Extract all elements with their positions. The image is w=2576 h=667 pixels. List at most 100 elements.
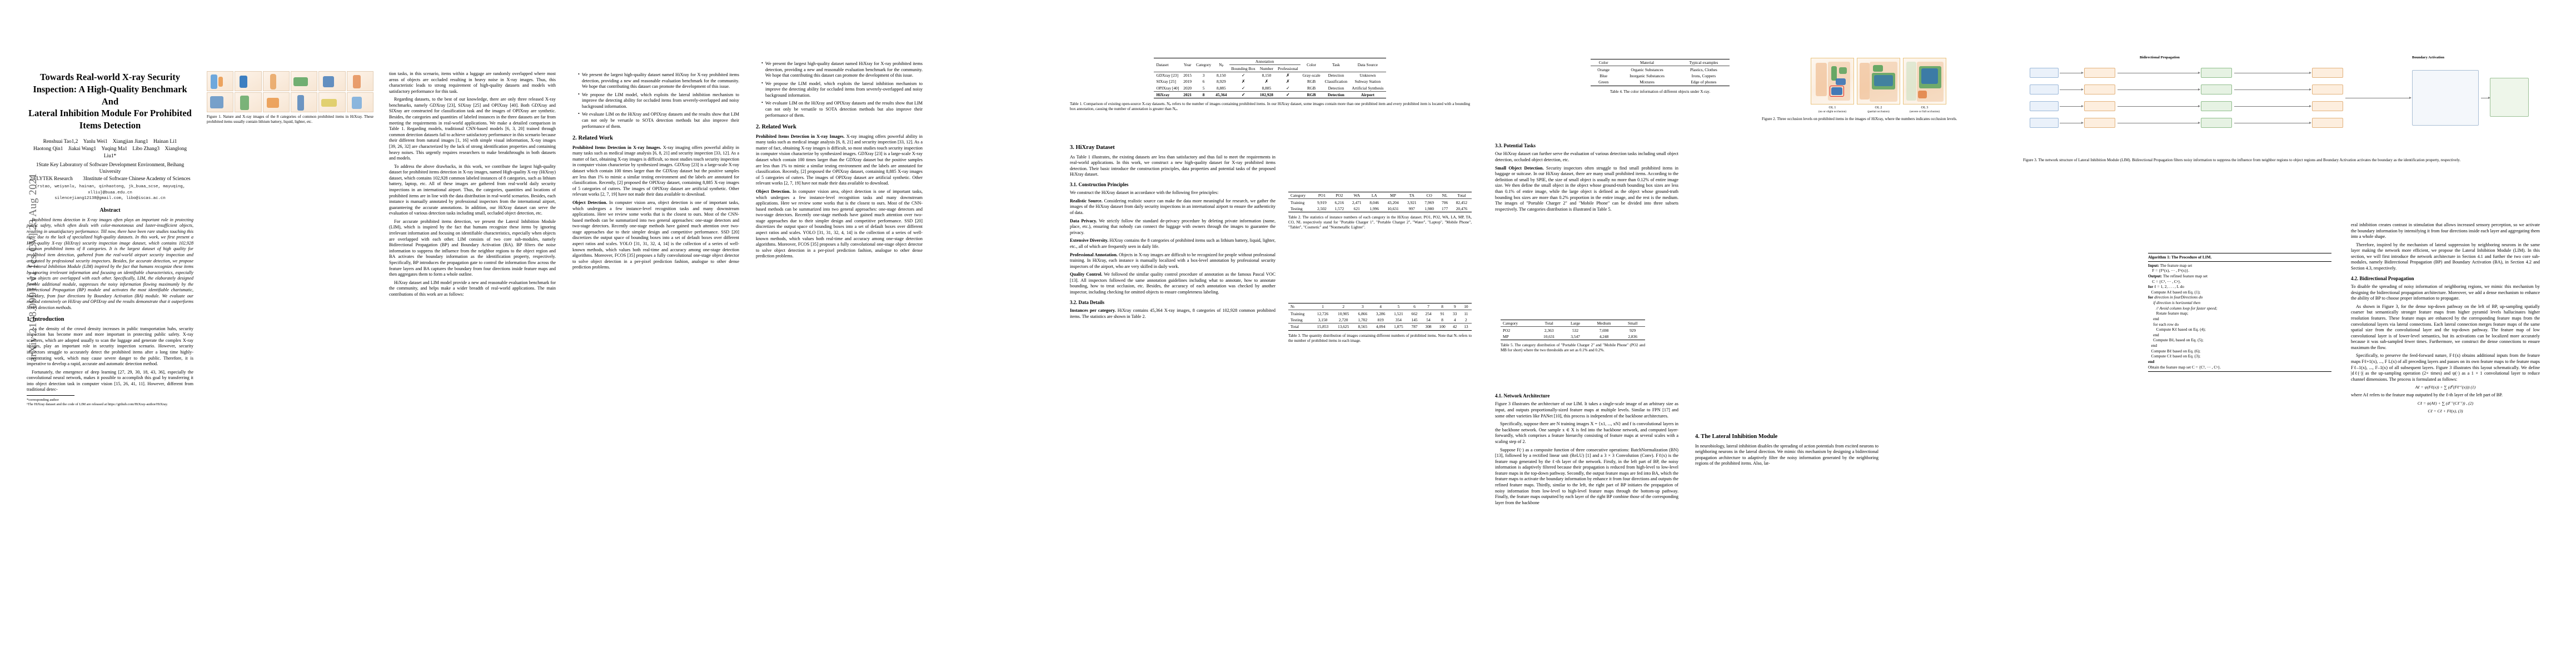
email-line-2[interactable]: silencejiang12138@gmail.com, libo@iscas.… [54,196,166,201]
cell-v9: 4 [1453,317,1456,322]
small-object-paragraph: Small Object Detection. Security inspect… [1495,166,1678,213]
cell-v8: 91 [1435,310,1449,317]
table-3-header: Nₜ 1 2 3 4 5 6 7 8 9 10 [1288,302,1472,310]
table-row-hixray: HiXray 2021 8 45,364 ✓ 102,928 ✓ RGB Det… [1154,91,1386,99]
col2-paragraph-5: HiXray dataset and LIM model provide a n… [389,280,556,297]
cell-label: Training [1288,310,1313,317]
cell-number: 8,885 [1262,85,1272,91]
col7-paragraph-1: eral inhibition creates contrast in stim… [2351,222,2540,240]
principle-extensive: Extensive Diversity. HiXray contains the… [1070,238,1275,250]
cell-nl: 706 [1438,198,1452,206]
contribution-item: We present the largest high-quality data… [761,61,923,79]
cell-v5: 1,521 [1389,310,1408,317]
th-nt: Nₜ [1288,302,1313,310]
equation-3: Cℓ = Cℓ + Fℓ(x), (3) [2428,408,2463,414]
arch-backbone-2 [2030,84,2059,94]
cell-co: 1,980 [1421,205,1438,213]
column-2: tion tasks, in this scenario, items with… [389,0,556,300]
cell-category: PO2 [1501,326,1536,334]
cell-category: 8 [1194,91,1214,99]
cell-dataset: GDXray [23] [1154,71,1182,79]
author-emails: {rstao, weiyanlu, hainan, qinhaotong, jk… [27,184,193,202]
footnote-rule [27,395,74,396]
cell-small: 929 [1620,326,1645,334]
cell-professional: ✓ [1285,85,1290,91]
hixray-paragraph-1: As Table 1 illustrates, the existing dat… [1070,154,1275,177]
cell-source: Subway Station [1354,79,1381,84]
cell-dataset: HiXray [1154,91,1182,99]
table-4-header: Color Material Typical examples [1591,58,1730,66]
th-category: Category [1194,58,1214,72]
figure-1: Figure 1. Nature and X-ray images of the… [207,71,373,128]
related-work-p1-runin: Prohibited Items Detection in X-ray Imag… [572,145,661,150]
cell-bbox: ✓ [1229,71,1258,79]
figure-1-cell [207,71,234,91]
table-2-header: Category PO1 PO2 WA LA MP TA CO NL Total [1288,191,1472,199]
email-line-1[interactable]: {rstao, weiyanlu, hainan, qinhaotong, jk… [34,184,186,195]
algorithm-line: F = {F¹(x), ··· , Fᶣ(x)}. [2148,268,2190,273]
cell-year: 2021 [1181,91,1194,99]
figure-2: OL 1 (no or slight occlusion) OL 2 (part… [1762,58,1995,126]
arch-bp-right-2 [2312,84,2343,94]
algorithm-line: Compute Kℓ based on Eq. (4); [2148,327,2206,332]
cell-v4: 3,286 [1372,310,1390,317]
runin-body: In computer vision area, object detectio… [756,188,923,259]
algorithm-line: end [2148,359,2155,364]
runin-body: We strictly follow the standard de-priva… [1070,218,1275,235]
cell-source: Unknown [1349,71,1386,79]
contribution-item: We propose the LIM model, which exploits… [578,92,739,110]
col7-paragraph-2: Therefore, inspired by the mechanism of … [2351,242,2540,271]
th-la: LA [1366,191,1383,199]
cell-v5: 1,875 [1389,323,1408,331]
arch-ba-4 [2201,118,2232,128]
cell-v1: 15,853 [1312,323,1333,331]
th-n4: 4 [1372,302,1390,310]
figure-3-caption: Figure 3. The network structure of Later… [2023,158,2461,162]
cell-v9: 42 [1449,323,1461,331]
cell-v5: 354 [1395,317,1402,322]
cell-color: Gray-scale [1300,71,1323,79]
table-1: Dataset Year Category Nₚ Annotation Colo… [1154,57,1386,99]
table-1-header-row-1: Dataset Year Category Nₚ Annotation Colo… [1154,57,1386,72]
cell-la: 8,046 [1366,198,1383,206]
column-1: Towards Real-world X-ray Security Inspec… [27,0,193,407]
arch-ba-detail [2412,70,2479,126]
cell-np: 45,364 [1213,91,1229,99]
arch-bp-left-1 [2084,68,2115,78]
figure-1-cell [207,92,234,112]
runin-body: Objects in X-ray images are difficult to… [1070,252,1275,269]
cell-v7: 254 [1421,310,1436,317]
table-3-body: Training 12,726 10,905 6,866 3,286 1,521… [1288,310,1472,331]
cell-np: 8,150 [1213,71,1229,79]
th-po2: PO2 [1331,191,1348,199]
column-7: eral inhibition creates contrast in stim… [2351,0,2540,416]
cell-color: RGB [1307,85,1316,91]
contribution-list-duplicate: We present the largest high-quality data… [756,61,923,118]
affiliation-2: 2iFLYTEK Research 3Institute of Software… [29,176,191,182]
arrow-icon [2234,105,2311,107]
subsection-42-paragraph-3: Specifically, to preserve the feed-forwa… [2351,353,2540,382]
table-1-body: GDXray [23] 2015 3 8,150 ✓ 8,150 ✗ Gray-… [1154,71,1386,99]
arrow-icon [2060,105,2084,107]
runin-label: Professional Annotation. [1070,252,1118,257]
figure-1-cell [290,71,318,91]
intro-paragraph-1: As the density of the crowd density incr… [27,326,193,367]
figure-2-sublabel: (no or slight occlusion) [1818,109,1847,113]
cell-color: Green [1591,79,1617,86]
equation-2: Cℓ = ψ(Aℓ) + ∑ (dⁱ⁻ⁱ(Cℓ⁻ⁱ)) , (2) [2417,400,2474,406]
lim-paragraph-1: In neurobiology, lateral inhibition disa… [1695,443,1879,466]
th-large: Large [1563,319,1588,327]
cell-total: 82,452 [1451,198,1472,206]
cell-mp: 43,204 [1383,198,1403,206]
col2-paragraph-3: To address the above drawbacks, in this … [389,163,556,216]
runin-body: HiXray contains 45,364 X-ray images, 8 c… [1070,308,1276,319]
runin-body: HiXray contains the 8 categories of proh… [1070,238,1275,249]
table-row: Orange Organic Substances Plastics, Clot… [1591,66,1730,73]
table-row-po2: PO2 2,363 532 7,698 929 [1501,326,1645,334]
principle-quality: Quality Control. We followed the similar… [1070,272,1275,295]
cell-color: Blue [1600,73,1608,78]
arrow-icon [2234,88,2311,91]
figure-2-item: OL 2 (partial occlusion) [1857,58,1900,113]
th-np: Nₚ [1213,58,1229,72]
section-hixray-heading: 3. HiXray Dataset [1070,145,1115,151]
